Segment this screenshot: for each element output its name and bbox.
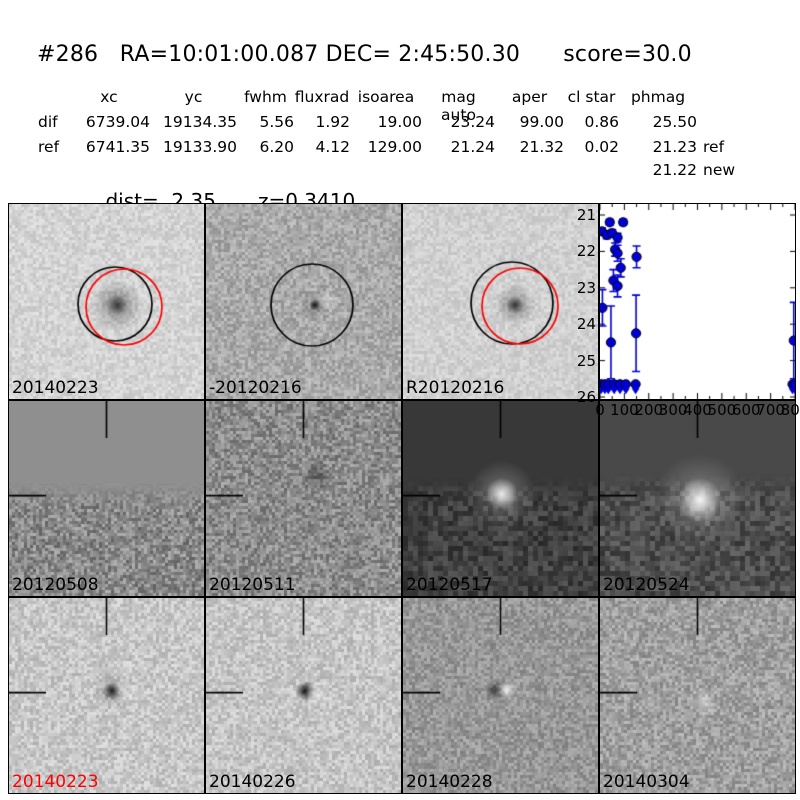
cell-isoarea: 129.00: [367, 138, 422, 156]
col-header-phmag: phmag: [630, 88, 686, 106]
cutout-image: [9, 204, 204, 399]
cutout-panel-r1c1: 20140223: [8, 203, 205, 400]
cutout-panel-r3c2: 20140226: [205, 597, 402, 794]
cell-xc: 6741.35: [85, 138, 150, 156]
x-tick-label: 600: [731, 401, 761, 419]
cell-mag-auto: 21.24: [450, 138, 495, 156]
cutout-panel-r3c4: 20140304: [599, 597, 796, 794]
cutout-image: [403, 401, 598, 596]
row-label: ref: [38, 138, 60, 156]
cutout-panel-r1c2: -20120216: [205, 203, 402, 400]
cutout-date-label: 20120511: [209, 575, 296, 595]
cutout-date-label: 20120508: [12, 575, 99, 595]
col-header-isoarea: isoarea: [357, 88, 415, 106]
cutout-panel-r2c1: 20120508: [8, 400, 205, 597]
cell-xc: 6739.04: [85, 113, 150, 131]
cell-yc: 19134.35: [163, 113, 237, 131]
col-header-fwhm: fwhm: [244, 88, 287, 106]
cutout-panel-r2c3: 20120517: [402, 400, 599, 597]
cutout-date-label: 20140226: [209, 772, 296, 792]
cutout-date-label: 20120524: [603, 575, 690, 595]
cutout-panel-r2c2: 20120511: [205, 400, 402, 597]
x-tick-label: 500: [707, 401, 737, 419]
cutout-panel-r2c4: 20120524: [599, 400, 796, 597]
y-tick-label: 21: [576, 206, 596, 224]
cutout-image: [9, 598, 204, 793]
x-tick-label: 700: [756, 401, 785, 419]
cutout-panel-r3c1: 20140223: [8, 597, 205, 794]
table-header-row: xc yc fwhm fluxrad isoarea mag auto aper…: [30, 88, 772, 124]
col-header-aper: aper: [511, 88, 548, 106]
cutout-date-label: 20140228: [406, 772, 493, 792]
cell-cl-star: 0.86: [584, 113, 619, 131]
cutout-date-label: R20120216: [406, 378, 505, 398]
col-header-fluxrad: fluxrad: [294, 88, 350, 106]
table-row-ref: ref 6741.35 19133.90 6.20 4.12 129.00 21…: [30, 138, 772, 156]
cutout-panel-r3c3: 20140228: [402, 597, 599, 794]
cutout-image: [9, 401, 204, 596]
col-header-cl-star: cl star: [567, 88, 616, 106]
cutout-image: [600, 401, 795, 596]
cutout-image: [403, 598, 598, 793]
cell-fwhm: 6.20: [259, 138, 294, 156]
cutout-date-label: 20120517: [406, 575, 493, 595]
row-label: dif: [38, 113, 58, 131]
cutout-image: [206, 204, 401, 399]
x-tick-label: 0: [595, 401, 605, 419]
table-row-phmag-new: 21.22 new: [30, 161, 772, 179]
cell-aper: 21.32: [519, 138, 564, 156]
col-header-mag-auto: mag auto: [441, 88, 476, 124]
cell-phmag-new: 21.22: [652, 161, 697, 179]
cutout-image: [600, 598, 795, 793]
page-title: #286 RA=10:01:00.087 DEC= 2:45:50.30 sco…: [37, 42, 692, 67]
x-tick-label: 200: [634, 401, 664, 419]
cutout-panel-r1c3: R20120216: [402, 203, 599, 400]
cutout-date-label: 20140223: [12, 378, 99, 398]
cutout-date-label: -20120216: [209, 378, 302, 398]
y-tick-label: 24: [576, 315, 596, 334]
cell-yc: 19133.90: [163, 138, 237, 156]
table-row-dif: dif 6739.04 19134.35 5.56 1.92 19.00 23.…: [30, 113, 772, 131]
cell-fluxrad: 4.12: [315, 138, 350, 156]
cutout-image: [403, 204, 598, 399]
x-tick-label: 400: [683, 401, 712, 419]
col-header-yc: yc: [184, 88, 203, 106]
x-tick-label: 300: [658, 401, 688, 419]
cutout-date-label: 20140223: [12, 772, 99, 792]
cell-suffix: ref: [703, 138, 725, 156]
col-header-xc: xc: [100, 88, 118, 106]
x-tick-label: 100: [610, 401, 639, 419]
lightcurve-plot: [600, 204, 795, 399]
lightcurve-plot-panel: [599, 203, 796, 400]
cell-phmag: 25.50: [652, 113, 697, 131]
y-tick-label: 26: [576, 388, 596, 406]
y-tick-label: 23: [576, 278, 596, 297]
cell-isoarea: 19.00: [377, 113, 422, 131]
cell-mag-auto: 23.24: [450, 113, 495, 131]
y-tick-label: 22: [576, 242, 596, 261]
cell-fwhm: 5.56: [259, 113, 294, 131]
cutout-image: [206, 598, 401, 793]
x-tick-label: 800: [780, 401, 800, 419]
cell-cl-star: 0.02: [584, 138, 619, 156]
cell-aper: 99.00: [519, 113, 564, 131]
cell-phmag: 21.23: [652, 138, 697, 156]
y-tick-label: 25: [576, 351, 596, 370]
cell-suffix: [697, 113, 747, 131]
cell-suffix: new: [703, 161, 736, 179]
cell-fluxrad: 1.92: [315, 113, 350, 131]
cutout-image: [206, 401, 401, 596]
cutout-date-label: 20140304: [603, 772, 690, 792]
